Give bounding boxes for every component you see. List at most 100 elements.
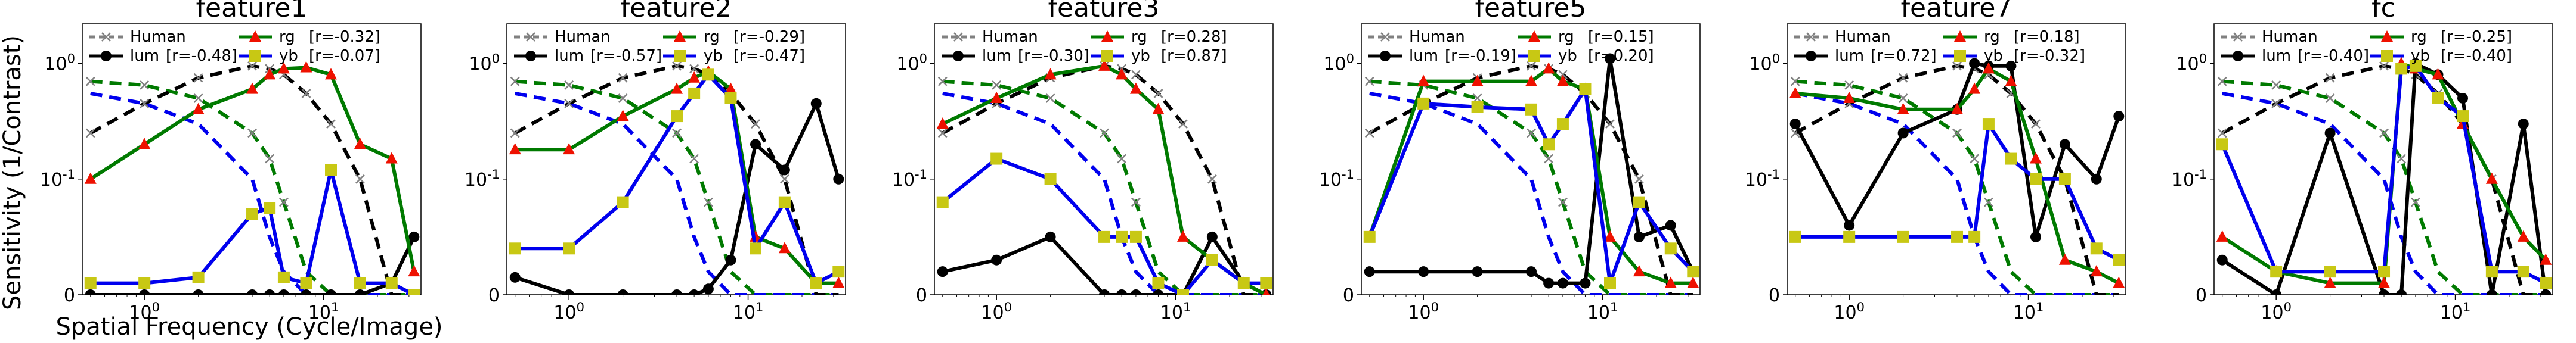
series-lum-point bbox=[326, 289, 336, 295]
y-tick-label: 10-1 bbox=[2172, 167, 2207, 191]
series-rg-point bbox=[2324, 276, 2336, 288]
human-point bbox=[1970, 154, 1980, 164]
human-point bbox=[301, 89, 311, 98]
series-rg-point bbox=[1417, 74, 1430, 86]
series-rg-point bbox=[1968, 82, 1981, 94]
legend-human-marker bbox=[101, 32, 111, 42]
series-yb-point bbox=[778, 196, 791, 208]
series-rg-point bbox=[277, 62, 290, 74]
series-yb-point bbox=[671, 110, 683, 123]
legend-lum-label: lum bbox=[1835, 47, 1864, 65]
human-lum-curve bbox=[1794, 64, 2119, 295]
human-point bbox=[2217, 76, 2227, 86]
series-yb-point bbox=[1968, 230, 1981, 243]
series-rg-point bbox=[1471, 74, 1484, 86]
human-point bbox=[247, 61, 257, 71]
series-lum-point bbox=[937, 266, 948, 277]
series-yb-point bbox=[1789, 230, 1801, 243]
series-yb-point bbox=[1525, 103, 1538, 116]
human-point bbox=[1898, 93, 1908, 103]
series-rg-point bbox=[990, 91, 1003, 103]
series-rg-point bbox=[778, 242, 791, 254]
human-yb-curve bbox=[2222, 91, 2546, 295]
series-rg-point bbox=[408, 265, 420, 277]
series-rg-point bbox=[2216, 230, 2228, 242]
legend-yb-r: [r=-0.32] bbox=[2014, 47, 2085, 65]
human-point bbox=[1153, 89, 1163, 98]
legend-lum-label: lum bbox=[555, 47, 584, 65]
series-yb-point bbox=[617, 196, 629, 208]
series-rg-point bbox=[2540, 253, 2552, 265]
series-yb-point bbox=[810, 277, 822, 289]
series-rg-point bbox=[1664, 276, 1677, 288]
series-lum-point bbox=[139, 289, 150, 295]
legend-lum-r: [r=-0.57] bbox=[590, 47, 662, 65]
legend-rg-label: rg bbox=[1984, 28, 2000, 46]
y-tick-label: 0 bbox=[488, 285, 500, 306]
series-lum-point bbox=[2271, 289, 2282, 295]
series-lum-point bbox=[1099, 289, 1110, 295]
series-lum-point bbox=[301, 289, 312, 295]
series-yb-point bbox=[138, 277, 151, 289]
series-lum-point bbox=[725, 254, 736, 266]
legend-rg-label: rg bbox=[704, 28, 720, 46]
plot-lines bbox=[84, 61, 420, 295]
human-point bbox=[1790, 76, 1800, 86]
human-point bbox=[1844, 80, 1854, 90]
legend-yb-marker bbox=[249, 50, 261, 62]
human-point bbox=[193, 93, 203, 103]
legend-lum-label: lum bbox=[130, 47, 159, 65]
legend-rg-r: [r=0.18] bbox=[2014, 28, 2080, 46]
series-yb-point bbox=[1471, 101, 1484, 113]
human-point bbox=[672, 128, 682, 138]
x-tick-label: 101 bbox=[2440, 300, 2471, 323]
plot-lines bbox=[936, 59, 1272, 295]
series-rg-point bbox=[724, 82, 737, 94]
series-lum-point bbox=[779, 164, 790, 176]
x-tick-label: 100 bbox=[1834, 300, 1865, 323]
series-lum-point bbox=[617, 289, 628, 295]
series-rg-point bbox=[1556, 74, 1569, 86]
series-lum-point bbox=[2540, 289, 2552, 295]
chart-title: feature5 bbox=[1475, 0, 1587, 23]
legend-lum-r: [r=-0.19] bbox=[1445, 47, 1516, 65]
y-tick-label: 100 bbox=[1323, 52, 1354, 75]
human-point bbox=[355, 174, 365, 184]
series-lum-point bbox=[991, 254, 1002, 266]
legend-yb-r: [r=0.20] bbox=[1588, 47, 1654, 65]
legend-lum-marker bbox=[953, 51, 964, 61]
human-point bbox=[2397, 154, 2407, 164]
legend-rg-marker bbox=[1954, 30, 1966, 42]
series-rg-point bbox=[2432, 68, 2444, 80]
legend-rg-label: rg bbox=[1558, 28, 1574, 46]
series-rg-point bbox=[2029, 152, 2042, 164]
x-tick-label: 101 bbox=[1587, 300, 1618, 323]
y-axis-label: Sensitivity (1/Contrast) bbox=[0, 35, 26, 310]
series-lum-point bbox=[1604, 53, 1615, 64]
series-yb-point bbox=[749, 242, 761, 255]
human-point bbox=[1898, 73, 1908, 83]
legend-rg-label: rg bbox=[279, 28, 295, 46]
human-point bbox=[2379, 128, 2389, 138]
series-lum-point bbox=[1557, 277, 1568, 289]
series-rg-point bbox=[264, 68, 276, 80]
human-point bbox=[1527, 61, 1536, 71]
series-yb-point bbox=[990, 152, 1003, 165]
legend-lum-marker bbox=[525, 51, 536, 61]
legend-rg-r: [r=-0.29] bbox=[733, 28, 805, 46]
plot-area bbox=[1361, 23, 1701, 295]
series-yb-point bbox=[509, 242, 521, 255]
human-point bbox=[1605, 119, 1615, 129]
human-point bbox=[1558, 197, 1568, 207]
x-tick-label: 100 bbox=[1408, 300, 1439, 323]
human-point bbox=[689, 64, 699, 74]
series-rg-point bbox=[1129, 82, 1142, 94]
series-yb-point bbox=[277, 271, 290, 283]
legend-human-marker bbox=[2233, 32, 2243, 42]
series-yb-point bbox=[1982, 118, 1995, 130]
series-yb-point bbox=[1579, 83, 1592, 95]
human-point bbox=[247, 128, 257, 138]
legend-human-label: Human bbox=[130, 28, 186, 46]
